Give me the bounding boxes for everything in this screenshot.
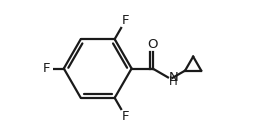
Text: F: F [43,62,50,75]
Text: H: H [169,75,177,88]
Text: O: O [147,38,158,51]
Text: F: F [122,110,129,123]
Text: F: F [122,14,129,27]
Text: N: N [169,71,178,84]
